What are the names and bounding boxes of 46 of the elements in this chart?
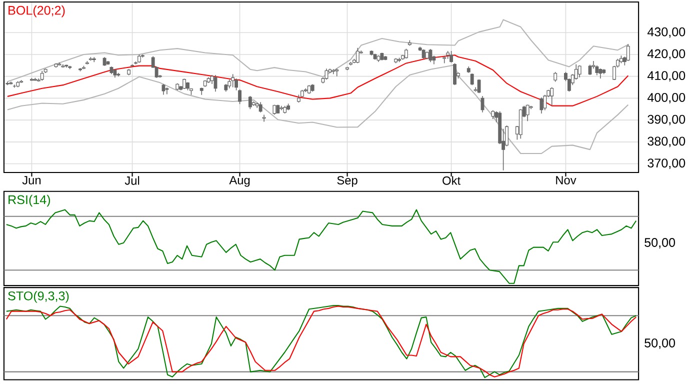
candlestick xyxy=(470,73,474,86)
y-tick-label: 390,00 xyxy=(648,115,686,126)
line-series xyxy=(6,19,629,82)
y-tick-label: 380,00 xyxy=(648,136,686,148)
candlestick xyxy=(453,62,456,86)
candlestick xyxy=(550,87,554,106)
candlestick xyxy=(182,78,186,90)
candlestick xyxy=(165,87,169,95)
candlestick xyxy=(258,102,262,113)
candlestick xyxy=(324,68,328,80)
chart-title: STO(9,3,3) xyxy=(8,291,69,303)
candlestick xyxy=(404,48,408,59)
x-tick-label: Aug xyxy=(229,176,250,187)
y-tick-label: 430,00 xyxy=(647,28,686,38)
candlestick xyxy=(554,72,558,82)
candlestick xyxy=(356,48,360,64)
candlestick xyxy=(162,84,166,96)
candlestick xyxy=(477,79,481,94)
x-tick-label: Jun xyxy=(22,176,41,185)
line-series xyxy=(6,64,629,154)
text: 50,00 xyxy=(644,238,676,249)
candlestick xyxy=(40,70,44,82)
text: 50,00 xyxy=(644,338,676,350)
y-tick-label: 370,00 xyxy=(648,158,686,170)
candlestick xyxy=(626,44,630,62)
x-tick-label: Okt xyxy=(442,176,460,185)
x-tick-label: Nov xyxy=(556,176,576,185)
candlestick xyxy=(588,64,592,76)
chart-title: RSI(14) xyxy=(8,195,50,207)
candlestick xyxy=(526,104,530,122)
candlestick xyxy=(578,65,582,78)
candlestick xyxy=(598,68,602,80)
y-tick-label: 410,00 xyxy=(647,71,686,82)
candlestick xyxy=(450,50,454,64)
chart-title: BOL(20;2) xyxy=(8,6,65,18)
x-tick-label: Sep xyxy=(337,176,358,188)
candlestick xyxy=(248,96,252,110)
candlestick xyxy=(231,74,235,88)
candlestick xyxy=(335,68,339,77)
y-tick-label: 420,00 xyxy=(647,49,686,60)
candlestick xyxy=(262,114,266,122)
y-tick-label: 400,00 xyxy=(647,93,686,104)
candlestick xyxy=(540,97,544,114)
candlestick xyxy=(422,49,426,60)
x-tick-label: Jul xyxy=(124,176,140,185)
candlestick xyxy=(595,65,599,76)
